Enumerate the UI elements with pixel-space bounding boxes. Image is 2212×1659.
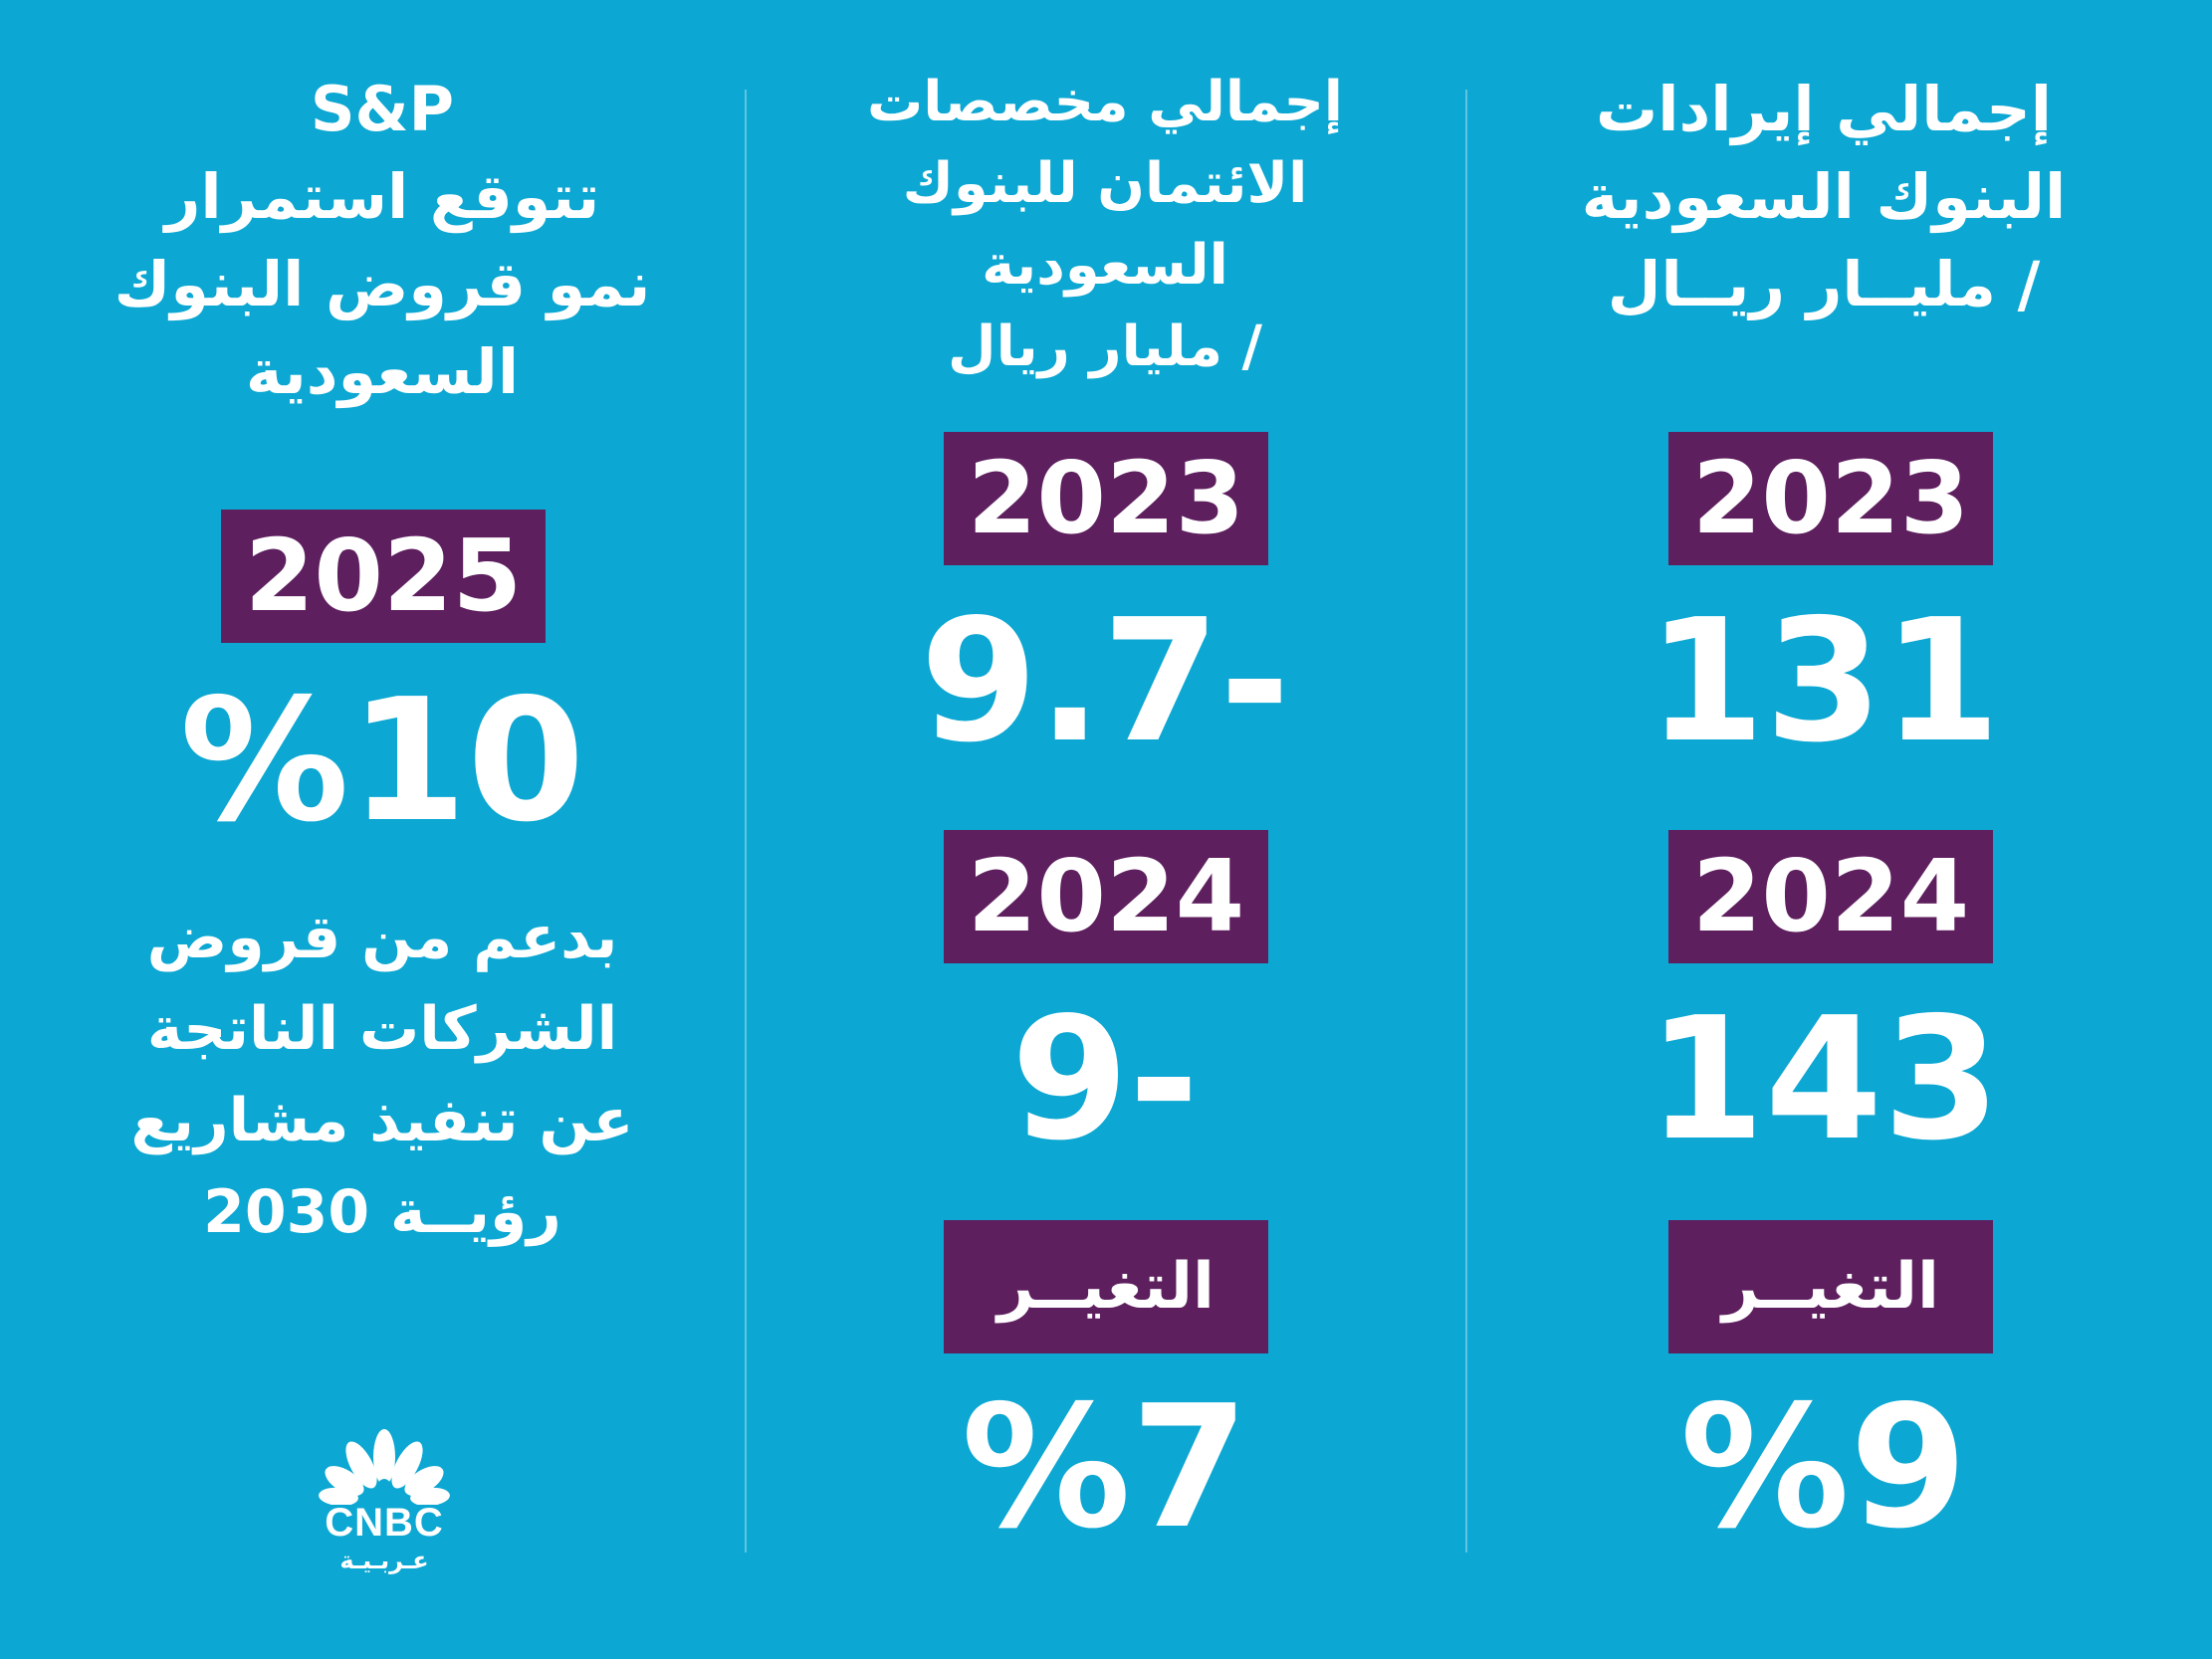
forecast-title-line-1: S&P <box>310 73 455 145</box>
revenue-value-2023: 131 <box>1647 583 2001 780</box>
provisions-title-line-2: الائتمان للبنوك <box>902 151 1308 216</box>
forecast-note-line-4: رؤيــة 2030 <box>203 1177 561 1247</box>
logo-subtitle: عـربـيـة <box>339 1547 429 1574</box>
revenue-title-line-2: البنوك السعودية <box>1581 160 2067 233</box>
forecast-title: S&P تتوقع استمرار نمو قروض البنوك السعود… <box>30 66 735 416</box>
forecast-title-line-4: السعودية <box>245 335 520 408</box>
peacock-icon <box>319 1429 450 1505</box>
revenue-title: إجمالي إيرادات البنوك السعودية / مليــار… <box>1475 66 2172 328</box>
provisions-title-line-3: السعودية <box>982 233 1228 298</box>
cnbc-arabia-logo: CNBC عـربـيـة <box>305 1429 464 1574</box>
forecast-year-badge: 2025 <box>221 510 546 643</box>
revenue-change-badge: التغيــر <box>1668 1220 1993 1353</box>
revenue-change-value: %9 <box>1679 1369 1968 1566</box>
revenue-title-line-3: / مليــار ريــال <box>1607 248 2041 320</box>
revenue-year-2023-badge: 2023 <box>1668 432 1993 565</box>
revenue-title-line-1: إجمالي إيرادات <box>1595 73 2053 145</box>
column-divider-right <box>1465 90 1467 1553</box>
provisions-title-line-4: / مليار ريال <box>948 314 1262 379</box>
provisions-column: إجمالي مخصصات الائتمان للبنوك السعودية /… <box>755 0 1455 1659</box>
provisions-value-2023: 9.7- <box>920 583 1290 780</box>
provisions-year-2024-badge: 2024 <box>944 830 1268 963</box>
provisions-change-badge: التغيــر <box>944 1220 1268 1353</box>
revenue-value-2024: 143 <box>1647 981 2001 1178</box>
revenue-column: إجمالي إيرادات البنوك السعودية / مليــار… <box>1475 0 2172 1659</box>
forecast-title-line-2: تتوقع استمرار <box>164 160 600 233</box>
forecast-column: S&P تتوقع استمرار نمو قروض البنوك السعود… <box>30 0 735 1659</box>
provisions-value-2024: 9- <box>1010 981 1200 1178</box>
forecast-title-line-3: نمو قروض البنوك <box>113 248 651 320</box>
logo-wordmark: CNBC <box>325 1501 444 1545</box>
provisions-change-value: %7 <box>961 1369 1249 1566</box>
provisions-title-line-1: إجمالي مخصصات <box>867 70 1343 134</box>
forecast-note-line-1: بدعم من قروض <box>146 903 618 972</box>
provisions-title: إجمالي مخصصات الائتمان للبنوك السعودية /… <box>755 62 1455 388</box>
forecast-note-line-2: الشركات الناتجة <box>146 994 618 1064</box>
column-divider-left <box>745 90 747 1553</box>
forecast-note: بدعم من قروض الشركات الناتجة عن تنفيذ مش… <box>30 892 735 1258</box>
forecast-note-line-3: عن تنفيذ مشاريع <box>130 1086 634 1155</box>
provisions-year-2023-badge: 2023 <box>944 432 1268 565</box>
revenue-year-2024-badge: 2024 <box>1668 830 1993 963</box>
forecast-value: %10 <box>179 663 585 860</box>
